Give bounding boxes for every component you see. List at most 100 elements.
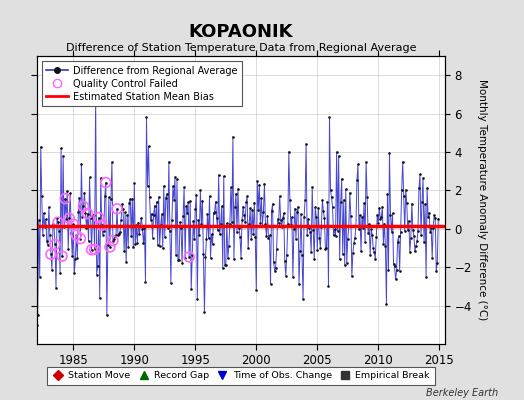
Point — [228, 219, 236, 225]
Point — [430, 212, 439, 219]
Point — [204, 235, 213, 241]
Point — [182, 203, 190, 209]
Point — [71, 256, 80, 262]
Point — [233, 228, 241, 235]
Point — [230, 256, 238, 262]
Point — [104, 242, 112, 248]
Point — [37, 144, 45, 150]
Point — [265, 232, 274, 239]
Point — [161, 195, 170, 201]
Point — [266, 280, 275, 287]
Point — [97, 222, 106, 228]
Point — [227, 184, 235, 191]
Point — [217, 203, 226, 210]
Point — [331, 232, 340, 239]
Point — [36, 274, 44, 280]
Point — [431, 215, 440, 222]
Point — [402, 200, 411, 207]
Point — [243, 193, 252, 200]
Point — [180, 184, 188, 190]
Point — [193, 296, 202, 302]
Point — [399, 158, 407, 165]
Point — [294, 204, 302, 210]
Point — [35, 217, 43, 223]
Point — [425, 209, 433, 216]
Point — [198, 198, 206, 204]
Point — [117, 217, 125, 223]
Point — [246, 205, 254, 212]
Point — [64, 245, 72, 252]
Point — [66, 190, 74, 196]
Point — [88, 246, 96, 253]
Point — [269, 258, 278, 265]
Point — [351, 234, 359, 241]
Point — [347, 213, 355, 219]
Point — [102, 179, 110, 186]
Point — [55, 227, 63, 234]
Point — [248, 207, 256, 213]
Point — [40, 210, 48, 216]
Point — [206, 254, 215, 261]
Point — [41, 216, 50, 223]
Point — [255, 182, 264, 188]
Point — [223, 220, 231, 226]
Point — [264, 235, 272, 241]
Point — [123, 212, 132, 218]
Point — [178, 260, 186, 266]
Point — [147, 210, 156, 217]
Point — [292, 236, 300, 242]
Point — [423, 184, 431, 191]
Point — [177, 224, 185, 231]
Point — [398, 187, 406, 194]
Point — [100, 228, 108, 234]
Point — [281, 272, 290, 279]
Point — [224, 255, 232, 262]
Point — [56, 270, 64, 276]
Point — [48, 266, 56, 273]
Point — [50, 222, 58, 229]
Point — [47, 251, 55, 258]
Point — [183, 210, 191, 216]
Point — [429, 224, 438, 231]
Point — [374, 220, 383, 226]
Point — [295, 280, 303, 287]
Point — [138, 225, 147, 232]
Point — [365, 221, 373, 227]
Point — [373, 212, 381, 218]
Point — [84, 238, 93, 245]
Point — [242, 199, 250, 205]
Point — [216, 220, 225, 227]
Point — [192, 192, 201, 198]
Point — [220, 173, 228, 180]
Point — [127, 233, 135, 240]
Point — [186, 198, 194, 204]
Point — [106, 244, 114, 250]
Point — [260, 180, 269, 187]
Point — [415, 185, 423, 192]
Point — [115, 230, 123, 237]
Point — [125, 200, 134, 206]
Point — [99, 231, 107, 238]
Point — [160, 233, 169, 240]
Point — [395, 233, 403, 239]
Point — [427, 225, 435, 232]
Point — [197, 220, 205, 227]
Point — [370, 249, 378, 255]
Point — [83, 210, 92, 217]
Point — [95, 295, 104, 301]
Point — [65, 215, 73, 222]
Point — [41, 224, 49, 230]
Point — [254, 206, 263, 213]
Point — [215, 231, 224, 238]
Point — [59, 153, 67, 159]
Point — [39, 232, 47, 238]
Point — [53, 215, 61, 222]
Point — [136, 222, 145, 229]
Point — [380, 220, 389, 227]
Point — [363, 194, 372, 200]
Point — [286, 197, 294, 203]
Point — [334, 153, 343, 159]
Point — [357, 248, 365, 254]
Point — [201, 253, 210, 260]
Point — [290, 226, 298, 232]
